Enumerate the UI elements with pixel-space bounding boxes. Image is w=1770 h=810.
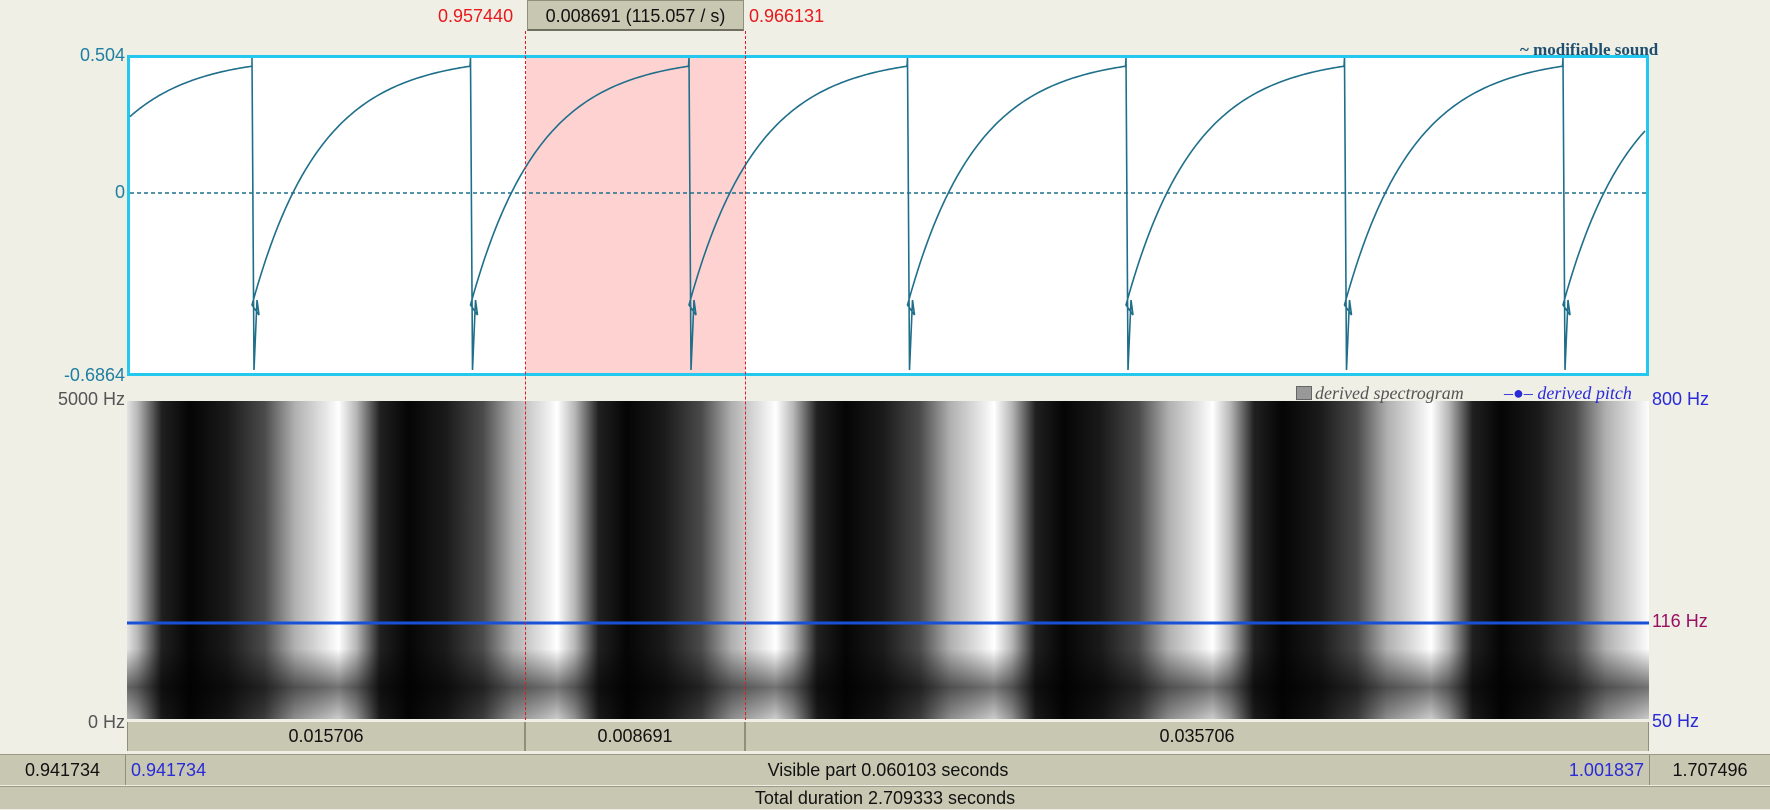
visible-part-bar[interactable]: 0.941734 0.941734 Visible part 0.060103 … — [0, 754, 1770, 785]
selection-highlight[interactable] — [526, 58, 745, 373]
spectrogram-legend-label: derived spectrogram — [1315, 383, 1464, 403]
selection-end-cursor[interactable] — [745, 31, 746, 720]
segment-after-selection[interactable]: 0.035706 — [745, 722, 1649, 751]
waveform-y-zero-label: 0 — [114, 182, 125, 202]
selection-end-time: 0.966131 — [749, 6, 825, 26]
selection-start-time: 0.957440 — [438, 6, 514, 26]
spectrogram-panel[interactable] — [127, 401, 1649, 719]
visible-end-time: 1.001837 — [1568, 760, 1644, 780]
segment-before-selection[interactable]: 0.015706 — [127, 722, 525, 751]
waveform-path — [129, 57, 1646, 371]
pitch-value-label: 116 Hz — [1652, 611, 1708, 631]
spectrogram-legend-icon — [1296, 386, 1312, 400]
pitch-bottom-label: 50 Hz — [1652, 711, 1700, 731]
pitch-top-label: 800 Hz — [1652, 389, 1710, 409]
visible-part-label[interactable]: Visible part 0.060103 seconds — [767, 760, 1009, 780]
legend-pitch: –●– derived pitch — [1504, 383, 1632, 404]
segment-selection[interactable]: 0.008691 — [525, 722, 745, 751]
visible-start-time: 0.941734 — [131, 760, 207, 780]
waveform-y-min-label: -0.6864 — [63, 365, 125, 385]
spectrogram-image — [127, 401, 1649, 719]
waveform-title: ~ modifiable sound — [1520, 40, 1659, 59]
legend-spectrogram: derived spectrogram — [1296, 383, 1464, 404]
selection-start-cursor[interactable] — [525, 31, 526, 720]
pitch-legend-label: derived pitch — [1537, 383, 1632, 403]
spectrogram-top-frequency-label: 5000 Hz — [57, 389, 125, 409]
waveform-y-max-label: 0.504 — [79, 45, 125, 65]
total-duration-bar[interactable]: Total duration 2.709333 seconds — [0, 786, 1770, 809]
total-end-time[interactable]: 1.707496 — [1649, 755, 1770, 785]
selection-duration-button[interactable]: 0.008691 (115.057 / s) — [527, 0, 744, 31]
waveform-panel[interactable] — [127, 55, 1649, 376]
spectrogram-bottom-frequency-label: 0 Hz — [87, 712, 125, 732]
total-start-time[interactable]: 0.941734 — [0, 755, 126, 785]
pitch-legend-icon: –●– — [1504, 383, 1533, 403]
